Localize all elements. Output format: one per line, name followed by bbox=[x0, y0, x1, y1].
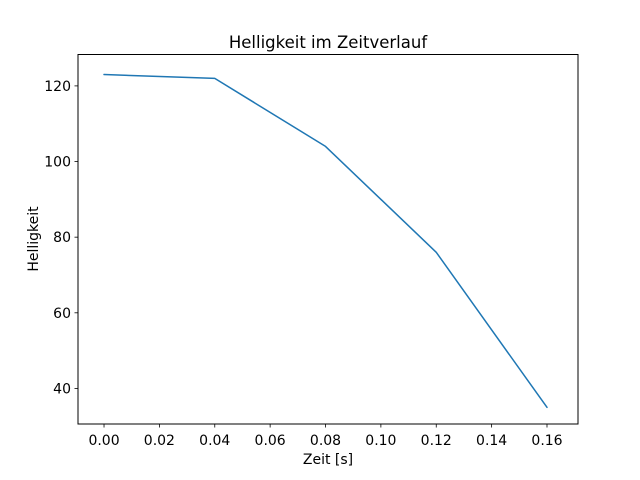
y-tick-label: 80 bbox=[53, 230, 71, 246]
x-tick-label: 0.12 bbox=[421, 433, 452, 449]
x-tick-label: 0.04 bbox=[199, 433, 230, 449]
y-tick-label: 120 bbox=[44, 79, 71, 95]
x-tick-label: 0.10 bbox=[365, 433, 396, 449]
y-tick-label: 60 bbox=[53, 306, 71, 322]
brightness-line bbox=[103, 73, 548, 409]
x-tick-label: 0.06 bbox=[255, 433, 286, 449]
x-tick-label: 0.14 bbox=[476, 433, 507, 449]
y-axis-ticks: 40 60 80 100 120 bbox=[44, 79, 78, 397]
chart-title: Helligkeit im Zeitverlauf bbox=[229, 33, 428, 52]
x-tick-label: 0.16 bbox=[531, 433, 562, 449]
y-tick-label: 40 bbox=[53, 381, 71, 397]
data-series bbox=[103, 73, 548, 409]
y-tick-label: 100 bbox=[44, 155, 71, 171]
axes-frame bbox=[77, 54, 579, 425]
x-axis-ticks: 0.00 0.02 0.04 0.06 0.08 0.10 0.12 0.14 0.16 bbox=[88, 424, 563, 449]
x-axis-label: Zeit [s] bbox=[303, 452, 353, 468]
x-tick-label: 0.08 bbox=[310, 433, 341, 449]
y-axis-label: Helligkeit bbox=[26, 206, 42, 272]
x-tick-label: 0.00 bbox=[88, 433, 119, 449]
x-tick-label: 0.02 bbox=[144, 433, 175, 449]
